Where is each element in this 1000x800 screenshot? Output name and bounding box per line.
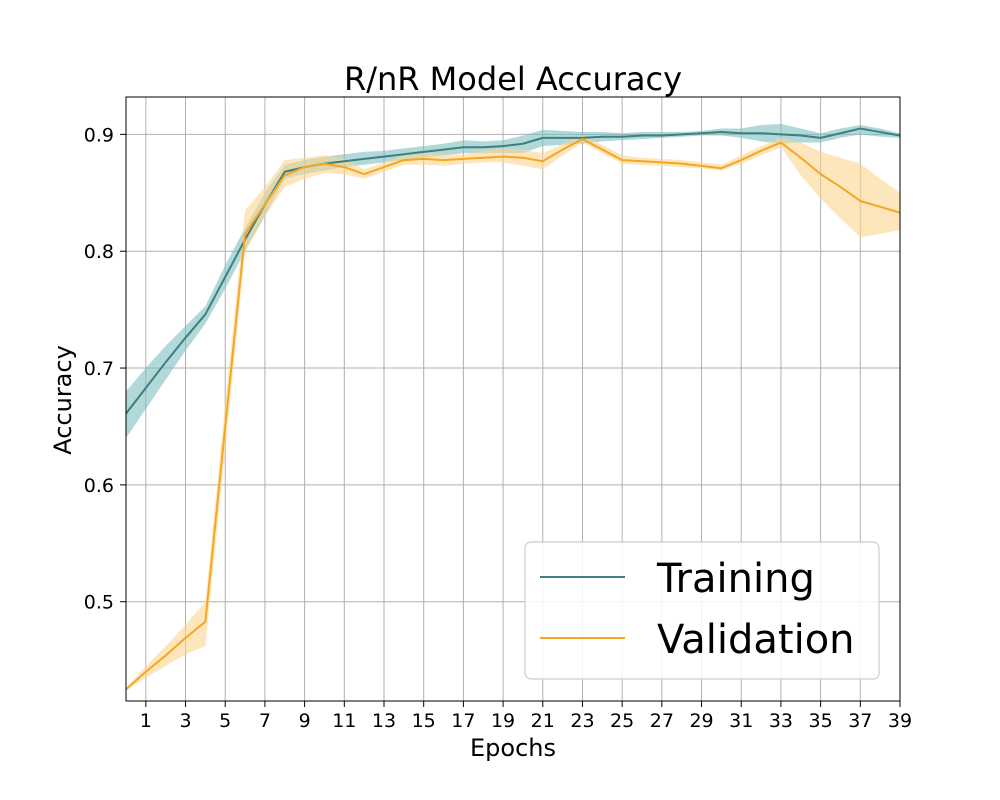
line-training — [125, 127, 901, 415]
y-tick-label: 0.9 — [84, 124, 114, 146]
x-tick-label: 21 — [531, 710, 555, 732]
x-tick-label: 25 — [610, 710, 634, 732]
x-tick-label: 15 — [412, 710, 436, 732]
x-tick-label: 35 — [809, 710, 833, 732]
x-tick-label: 5 — [219, 710, 231, 732]
x-tick-label: 33 — [769, 710, 793, 732]
legend-label-validation: Validation — [657, 617, 855, 663]
confidence-bands — [126, 123, 900, 691]
x-tick-label: 39 — [888, 710, 912, 732]
plot-frame — [125, 96, 901, 702]
chart-title: R/nR Model Accuracy — [344, 60, 682, 98]
x-tick-label: 11 — [332, 710, 356, 732]
x-tick-label: 37 — [848, 710, 872, 732]
x-tick-label: 29 — [689, 710, 713, 732]
legend-label-training: Training — [656, 556, 815, 602]
x-axis-ticks: 1 3 5 7 9 11 13 15 17 19 21 23 25 27 29 31 33 35 37 39 — [140, 701, 912, 732]
y-axis-ticks: 0.5 0.6 0.7 0.8 0.9 — [84, 124, 126, 614]
band-validation — [126, 135, 900, 691]
y-tick-label: 0.6 — [84, 475, 114, 497]
x-tick-label: 9 — [299, 710, 311, 732]
x-axis-label: Epochs — [470, 734, 556, 762]
series-lines — [125, 127, 901, 691]
y-tick-label: 0.5 — [84, 592, 114, 614]
line-validation — [125, 138, 901, 691]
x-tick-label: 13 — [372, 710, 396, 732]
legend: Training Validation — [524, 541, 880, 680]
x-tick-label: 3 — [179, 710, 191, 732]
y-tick-label: 0.8 — [84, 241, 114, 263]
x-tick-label: 31 — [729, 710, 753, 732]
x-tick-label: 17 — [451, 710, 475, 732]
x-tick-label: 19 — [491, 710, 515, 732]
y-tick-label: 0.7 — [84, 358, 114, 380]
x-tick-label: 1 — [140, 710, 152, 732]
x-tick-label: 7 — [259, 710, 271, 732]
x-tick-label: 27 — [650, 710, 674, 732]
y-axis-label: Accuracy — [49, 345, 77, 455]
x-tick-label: 23 — [570, 710, 594, 732]
